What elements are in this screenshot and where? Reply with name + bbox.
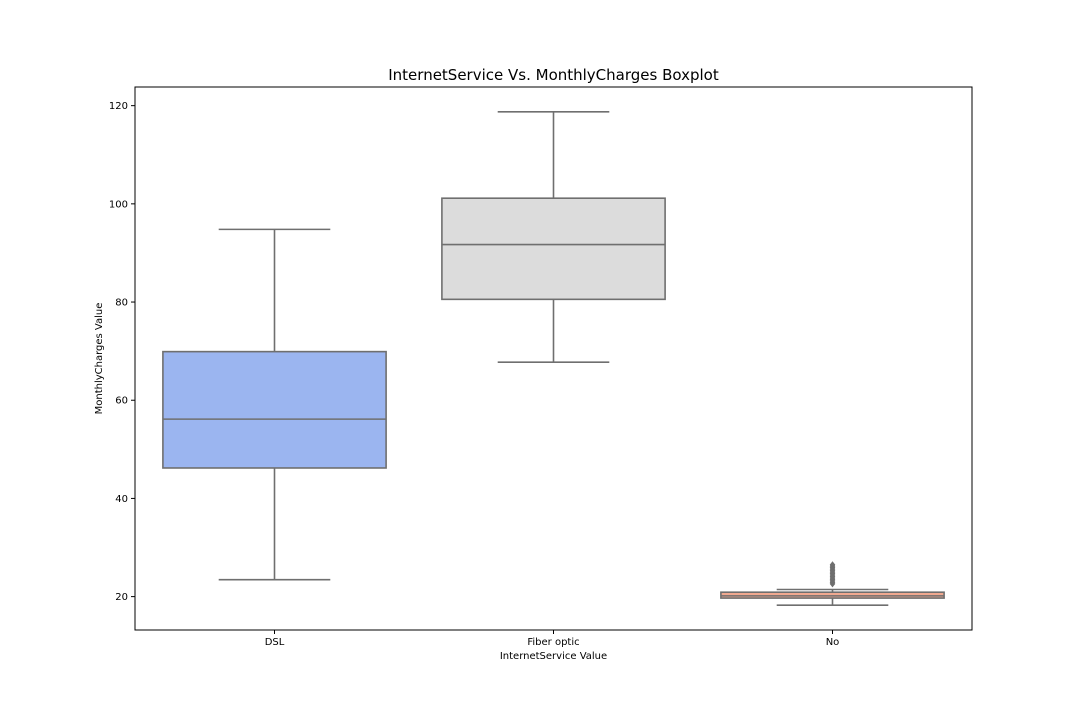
y-tick-label: 60 xyxy=(115,396,128,407)
x-tick-label: DSL xyxy=(265,637,285,648)
chart-title: InternetService Vs. MonthlyCharges Boxpl… xyxy=(388,66,719,84)
y-tick-label: 20 xyxy=(115,592,128,603)
x-tick-label: No xyxy=(826,637,840,648)
box-1 xyxy=(441,197,666,301)
y-tick-label: 120 xyxy=(109,101,128,112)
box-0 xyxy=(162,350,387,469)
x-tick-label: Fiber optic xyxy=(527,637,579,648)
plot-area: 20 40 60 80 100 120 DSL Fiber optic No xyxy=(109,101,945,648)
plot-frame xyxy=(134,86,973,631)
y-axis-label: MonthlyCharges Value xyxy=(94,303,105,415)
x-axis-label: InternetService Value xyxy=(500,651,607,662)
y-tick-label: 40 xyxy=(115,494,128,505)
y-tick-label: 100 xyxy=(109,199,128,210)
y-tick-label: 80 xyxy=(115,298,128,309)
outlier-point xyxy=(829,561,836,569)
